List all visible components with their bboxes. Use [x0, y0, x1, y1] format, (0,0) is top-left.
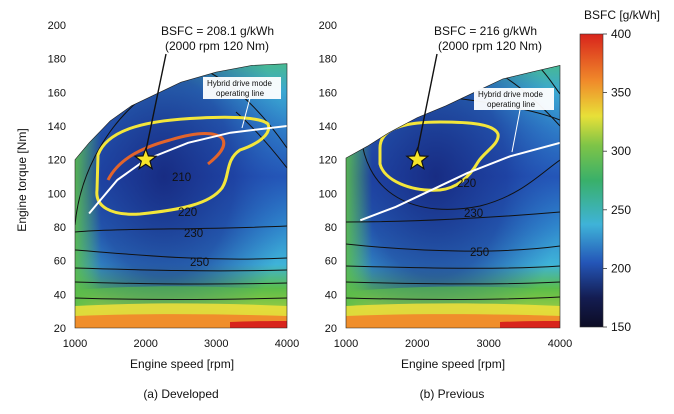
panel-b-bsfc-annotation: BSFC = 216 g/kWh — [434, 24, 537, 38]
panel-a-hybrid-label-1: Hybrid drive mode — [207, 79, 272, 88]
panel-b-ytick-label: 200 — [319, 20, 337, 32]
panel-b-contour-230 — [346, 211, 560, 223]
panel-b-contour-250 — [346, 243, 560, 252]
panel-b-ytick-label: 60 — [325, 256, 337, 268]
panel-b-outline — [345, 65, 561, 329]
panel-b-contour-c3 — [346, 296, 560, 300]
panel-a-ytick-label: 120 — [48, 155, 66, 167]
colorbar-tick-label: 150 — [611, 320, 631, 334]
panel-a-band-red — [230, 321, 287, 328]
panel-b-caption: (b) Previous — [420, 387, 485, 401]
panel-b-band-red — [500, 321, 560, 328]
panel-a-contour-b2 — [75, 281, 287, 285]
panel-b-xlabel: Engine speed [rpm] — [401, 357, 505, 371]
panel-a-operating-line — [88, 125, 287, 215]
colorbar: BSFC [g/kWh] 400 350 300 250 200 150 — [579, 8, 660, 334]
panel-a-hybrid-pointer — [241, 97, 251, 129]
panel-a-ytick-label: 200 — [48, 20, 66, 32]
panel-b-rpm-annotation: (2000 rpm 120 Nm) — [438, 39, 542, 53]
panel-a-caption: (a) Developed — [143, 387, 218, 401]
panel-a-hybrid-label-bg — [203, 77, 281, 99]
panel-b-xtick-label: 2000 — [405, 338, 429, 350]
panel-b-contour-top3 — [539, 67, 560, 95]
panel-a-xtick-label: 2000 — [133, 338, 157, 350]
panel-a-label-230: 230 — [184, 228, 203, 240]
panel-b-xtick-label: 1000 — [334, 338, 358, 350]
panel-a-ytick-label: 60 — [54, 256, 66, 268]
panel-a-hybrid-label-2: operating line — [216, 89, 265, 98]
panel-b-contour-inner — [359, 119, 560, 210]
panel-b-contour-220 — [378, 120, 500, 192]
panel-developed: 210 220 230 250 Hybrid drive mode operat… — [15, 20, 299, 401]
panel-a-ytick-label: 80 — [54, 222, 66, 234]
panel-b-axes: 20 40 60 80 100 120 140 160 180 200 1000 2000 3000 40… — [319, 20, 573, 350]
panel-a-ytick-label: 160 — [48, 87, 66, 99]
panel-b-ytick-label: 140 — [319, 121, 337, 133]
panel-a-contour-top2 — [235, 111, 287, 169]
panel-b-hybrid-pointer — [511, 109, 521, 153]
panel-a-ytick-label: 140 — [48, 121, 66, 133]
panel-b-hybrid-label-2: operating line — [487, 100, 536, 109]
panel-a-field — [75, 63, 287, 328]
panel-a-ytick-label: 100 — [48, 188, 66, 200]
panel-b-ytick-label: 80 — [325, 222, 337, 234]
colorbar-tick-label: 350 — [611, 86, 631, 100]
panel-a-ytick-label: 180 — [48, 54, 66, 66]
panel-a-contour-250 — [75, 249, 287, 260]
panel-b-leader-line — [416, 53, 438, 152]
panel-a-outline — [74, 63, 288, 329]
panel-a-label-220: 220 — [178, 207, 197, 219]
panel-previous: 220 230 250 Hybrid drive mode operating … — [319, 20, 573, 401]
panel-a-contour-230 — [75, 225, 287, 233]
panel-a-rpm-annotation: (2000 rpm 120 Nm) — [165, 39, 269, 53]
colorbar-tick-label: 200 — [611, 261, 631, 275]
colorbar-tick-label: 400 — [611, 27, 631, 41]
panel-b-ytick-label: 40 — [325, 289, 337, 301]
panel-a-xtick-label: 3000 — [204, 338, 228, 350]
panel-a-contour-b3 — [75, 297, 287, 300]
panel-a-label-250: 250 — [190, 257, 209, 269]
panel-b-ytick-label: 20 — [325, 323, 337, 335]
panel-b-label-230: 230 — [464, 208, 483, 220]
panel-b-ytick-label: 160 — [319, 87, 337, 99]
panel-a-ylabel: Engine torque [Nm] — [15, 128, 29, 231]
panel-a-xtick-label: 1000 — [63, 338, 87, 350]
panel-b-contour-c2 — [346, 281, 560, 285]
panel-b-contour-c1 — [346, 265, 560, 269]
panel-b-contours — [346, 67, 560, 300]
panel-b-field — [346, 65, 560, 328]
panel-b-ytick-label: 100 — [319, 188, 337, 200]
panel-b-xtick-label: 3000 — [476, 338, 500, 350]
colorbar-ticks: 400 350 300 250 200 150 — [603, 27, 631, 334]
panel-b-hybrid-label-bg — [474, 88, 554, 110]
colorbar-tick-label: 250 — [611, 203, 631, 217]
panel-a-ytick-label: 40 — [54, 289, 66, 301]
panel-a-contour-210 — [106, 132, 226, 181]
panel-a-leader-line — [145, 53, 167, 152]
panel-a-star-marker — [133, 146, 158, 171]
panel-b-operating-line — [359, 141, 560, 222]
panel-a-xtick-label: 4000 — [275, 338, 299, 350]
panel-b-ytick-label: 180 — [319, 54, 337, 66]
colorbar-gradient — [579, 33, 604, 328]
panel-a-ytick-label: 20 — [54, 323, 66, 335]
panel-a-contour-b1 — [75, 267, 287, 272]
colorbar-title: BSFC [g/kWh] — [584, 8, 660, 22]
colorbar-tick-label: 300 — [611, 144, 631, 158]
panel-b-xtick-label: 4000 — [548, 338, 572, 350]
panel-b-label-250: 250 — [470, 247, 489, 259]
panel-b-label-220: 220 — [457, 178, 476, 190]
panel-a-xlabel: Engine speed [rpm] — [130, 357, 234, 371]
panel-b-star-marker — [405, 146, 430, 171]
panel-a-contour-220 — [95, 115, 271, 216]
panel-a-bsfc-annotation: BSFC = 208.1 g/kWh — [161, 24, 274, 38]
panel-b-hybrid-label-1: Hybrid drive mode — [478, 90, 543, 99]
panel-a-contour-top — [204, 69, 287, 149]
panel-b-ytick-label: 120 — [319, 155, 337, 167]
panel-a-label-210: 210 — [172, 172, 191, 184]
panel-a-axes: 20 40 60 80 100 120 140 160 180 200 1000 2000 3000 40… — [48, 20, 300, 350]
